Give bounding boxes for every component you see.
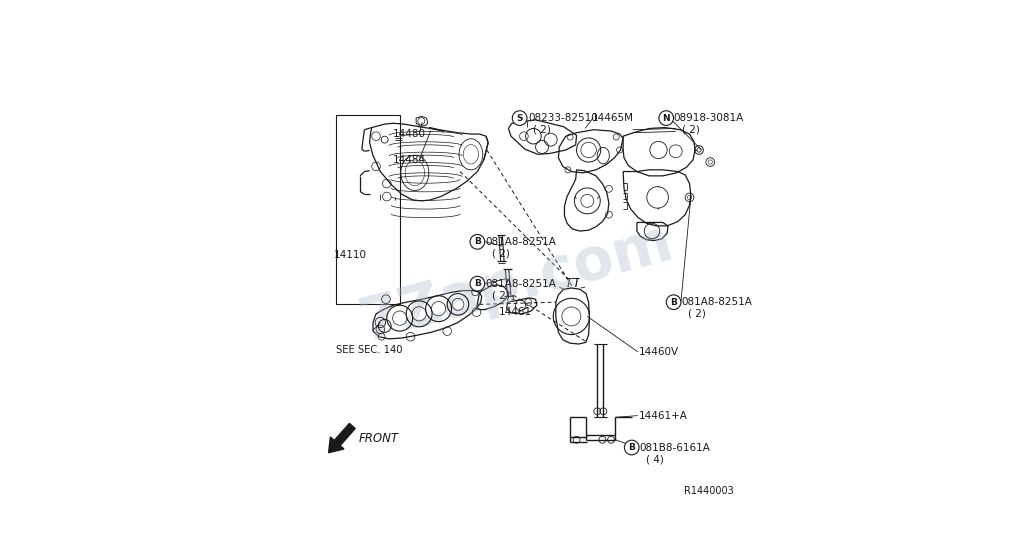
Text: 14461+A: 14461+A bbox=[639, 410, 688, 421]
Text: 081A8-8251A: 081A8-8251A bbox=[485, 279, 556, 288]
Bar bbox=[336, 115, 399, 305]
Text: 14465M: 14465M bbox=[592, 113, 634, 123]
Text: 14460V: 14460V bbox=[639, 347, 679, 357]
Circle shape bbox=[470, 276, 484, 291]
Text: ( 4): ( 4) bbox=[646, 455, 665, 465]
Circle shape bbox=[667, 295, 681, 310]
Text: S: S bbox=[516, 114, 523, 123]
Text: ( 2): ( 2) bbox=[493, 291, 510, 301]
Text: 14480: 14480 bbox=[393, 129, 426, 139]
Text: ( 2): ( 2) bbox=[534, 125, 551, 135]
Text: ( 2): ( 2) bbox=[682, 125, 700, 135]
Text: B: B bbox=[670, 298, 677, 307]
Circle shape bbox=[625, 440, 639, 455]
Text: N: N bbox=[663, 114, 670, 123]
Circle shape bbox=[512, 111, 527, 125]
Text: 08918-3081A: 08918-3081A bbox=[674, 113, 743, 123]
Text: 14484: 14484 bbox=[393, 155, 426, 165]
Text: FRONT: FRONT bbox=[358, 432, 398, 445]
Circle shape bbox=[658, 111, 674, 125]
Text: B: B bbox=[474, 279, 481, 288]
Text: B: B bbox=[474, 237, 481, 246]
Text: B: B bbox=[629, 443, 635, 452]
Text: R1440003: R1440003 bbox=[684, 486, 734, 496]
FancyArrow shape bbox=[329, 423, 355, 452]
Text: 081A8-8251A: 081A8-8251A bbox=[485, 237, 556, 247]
Text: ( 2): ( 2) bbox=[688, 309, 706, 319]
Text: 081A8-8251A: 081A8-8251A bbox=[681, 297, 752, 307]
Text: 081B8-6161A: 081B8-6161A bbox=[639, 442, 710, 452]
Text: 14461: 14461 bbox=[499, 307, 532, 317]
Text: 14110: 14110 bbox=[334, 250, 368, 260]
Circle shape bbox=[470, 235, 484, 249]
Text: 08233-82510: 08233-82510 bbox=[528, 113, 598, 123]
Text: SEE SEC. 140: SEE SEC. 140 bbox=[336, 344, 402, 354]
Text: 7Zap.com: 7Zap.com bbox=[353, 213, 679, 352]
Text: ( 2): ( 2) bbox=[493, 249, 510, 259]
